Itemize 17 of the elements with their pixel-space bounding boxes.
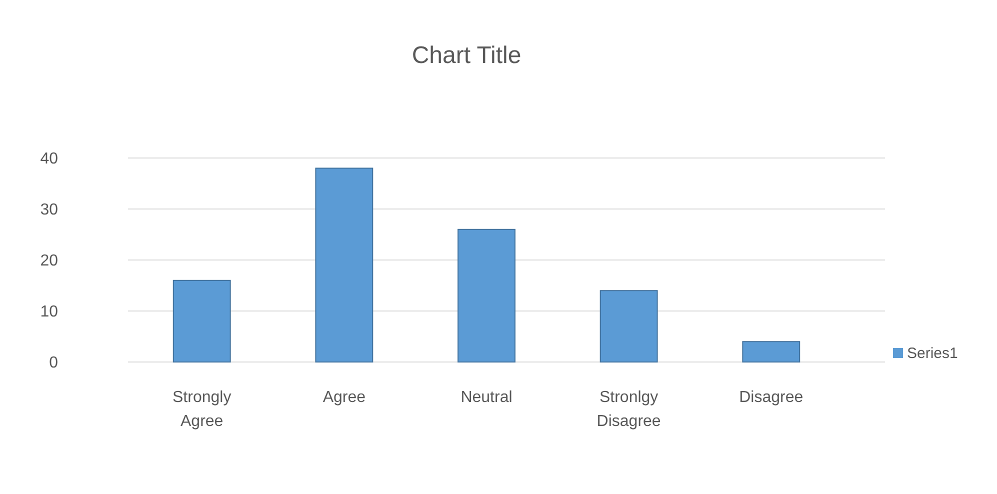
bar xyxy=(458,228,516,362)
bar xyxy=(315,168,374,362)
y-tick-label: 20 xyxy=(40,252,58,270)
bar xyxy=(600,290,658,362)
y-tick-label: 30 xyxy=(40,202,58,219)
bar xyxy=(172,280,231,362)
x-tick-label: Strongly Agree xyxy=(172,389,232,430)
x-tick-label: Stronlgy Disagree xyxy=(596,389,661,430)
y-tick-label: 10 xyxy=(40,304,58,321)
y-tick-label: 40 xyxy=(40,150,58,168)
y-tick-label: 0 xyxy=(49,354,58,372)
x-tick-label: Agree xyxy=(322,389,366,406)
x-tick-label: Disagree xyxy=(739,389,804,406)
chart-title: Chart Title xyxy=(412,42,522,69)
bar xyxy=(742,341,800,362)
legend-label: Series1 xyxy=(907,345,958,362)
x-tick-label: Neutral xyxy=(460,389,512,406)
